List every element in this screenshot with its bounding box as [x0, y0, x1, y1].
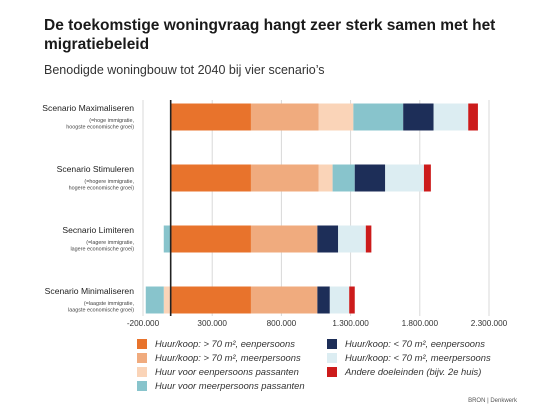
bar-segment	[317, 225, 339, 253]
x-tick-label: 1.800.000	[402, 319, 439, 328]
x-tick-label: -200.000	[127, 319, 160, 328]
legend-swatch	[137, 338, 147, 349]
legend-label: Huur voor eenpersoons passanten	[155, 366, 299, 377]
category-label: Secnario Limiteren	[62, 225, 134, 235]
bar-segment	[353, 103, 404, 131]
chart-title: De toekomstige woningvraag hangt zeer st…	[44, 17, 496, 53]
chart-subtitle: Benodigde woningbouw tot 2040 bij vier s…	[44, 63, 325, 77]
legend-label: Huur voor meerpersoons passanten	[155, 380, 305, 391]
legend-item: Andere doeleinden (bijv. 2e huis)	[327, 366, 481, 377]
category-label: Scenario Maximaliseren	[42, 103, 134, 113]
legend-item: Huur/koop: > 70 m², eenpersoons	[137, 338, 295, 349]
bar-segment	[163, 286, 171, 314]
legend-label: Andere doeleinden (bijv. 2e huis)	[345, 366, 482, 377]
category-note: (=hogere immigratie,	[84, 179, 134, 185]
bar-segment	[338, 225, 366, 253]
legend-swatch	[327, 338, 337, 349]
bar-segment	[170, 103, 251, 131]
bar-segment	[317, 286, 330, 314]
legend-item: Huur voor eenpersoons passanten	[137, 366, 299, 377]
bar-segment	[365, 225, 372, 253]
bar-segment	[468, 103, 478, 131]
bar-segment	[170, 164, 251, 192]
bar-segment	[250, 103, 319, 131]
category-note: (=lagere immigratie,	[86, 240, 134, 246]
legend-label: Huur/koop: < 70 m², eenpersoons	[345, 338, 485, 349]
bar-segment	[170, 225, 251, 253]
legend-label: Huur/koop: > 70 m², eenpersoons	[155, 338, 295, 349]
bar-segment	[318, 164, 333, 192]
legend-item: Huur/koop: < 70 m², eenpersoons	[327, 338, 485, 349]
legend-swatch	[327, 366, 337, 377]
bar-segment	[349, 286, 355, 314]
bar-segment	[250, 225, 318, 253]
legend-label: Huur/koop: < 70 m², meerpersoons	[345, 352, 491, 363]
category-label: Scenario Minimaliseren	[45, 286, 135, 296]
legend-item: Huur/koop: < 70 m², meerpersoons	[327, 352, 491, 363]
category-label: Scenario Stimuleren	[57, 164, 135, 174]
legend-item: Huur/koop: > 70 m², meerpersoons	[137, 352, 301, 363]
x-tick-label: 1.300.000	[332, 319, 369, 328]
x-tick-label: 800.000	[267, 319, 297, 328]
bar-segment	[318, 103, 354, 131]
bar-segment	[145, 286, 164, 314]
source-note: BRON | Denkwerk	[468, 398, 517, 404]
bar-segment	[354, 164, 386, 192]
bar-segment	[163, 225, 171, 253]
category-note: hoogste economische groei)	[66, 125, 134, 131]
legend-swatch	[137, 366, 147, 377]
bar-segment	[250, 286, 318, 314]
category-note: (=hoge immigratie,	[89, 118, 134, 124]
category-note: lagere economische groei)	[70, 247, 134, 253]
legend-swatch	[137, 352, 147, 363]
bar-segment	[433, 103, 469, 131]
legend-swatch	[327, 352, 337, 363]
category-note: (=laagste immigratie,	[84, 301, 135, 307]
legend-swatch	[137, 380, 147, 391]
bar-segment	[403, 103, 434, 131]
bar-segment	[329, 286, 350, 314]
legend-label: Huur/koop: > 70 m², meerpersoons	[155, 352, 301, 363]
category-note: laagste economische groei)	[68, 308, 134, 314]
bar-segment	[170, 286, 251, 314]
bar-segment	[423, 164, 431, 192]
x-tick-label: 300.000	[197, 319, 227, 328]
bar-segment	[250, 164, 319, 192]
legend-item: Huur voor meerpersoons passanten	[137, 380, 305, 391]
bar-segment	[385, 164, 424, 192]
category-note: hogere economische groei)	[69, 186, 135, 192]
x-tick-label: 2.300.000	[471, 319, 508, 328]
bar-segment	[332, 164, 355, 192]
